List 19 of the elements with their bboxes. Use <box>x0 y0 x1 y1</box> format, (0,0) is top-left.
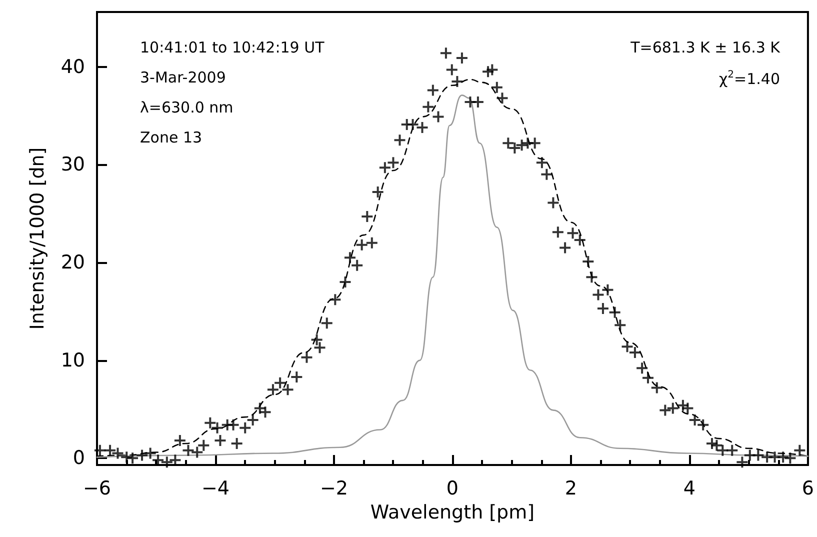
x-axis-title: Wavelength [pm] <box>370 501 535 524</box>
x-tick-label: 0 <box>446 478 459 500</box>
annotation: 3-Mar-2009 <box>140 68 226 86</box>
x-tick-label: 4 <box>683 478 696 500</box>
annotation: T=681.3 K ± 16.3 K <box>630 38 782 56</box>
annotation: Zone 13 <box>140 128 202 146</box>
y-tick-label: 0 <box>72 447 85 470</box>
x-tick-label: −6 <box>82 478 112 500</box>
y-tick-label: 10 <box>60 349 85 372</box>
x-tick-label: 2 <box>564 478 578 500</box>
y-axis-title: Intensity/1000 [dn] <box>26 147 48 330</box>
annotation: λ=630.0 nm <box>140 98 234 116</box>
x-tick-label: 6 <box>802 478 814 500</box>
y-tick-label: 30 <box>60 154 85 176</box>
x-tick-label: −4 <box>201 478 230 500</box>
y-tick-label: 40 <box>60 56 85 78</box>
x-tick-label: −2 <box>320 478 348 500</box>
y-tick-label: 20 <box>60 251 85 274</box>
annotation: 10:41:01 to 10:42:19 UT <box>140 38 326 56</box>
